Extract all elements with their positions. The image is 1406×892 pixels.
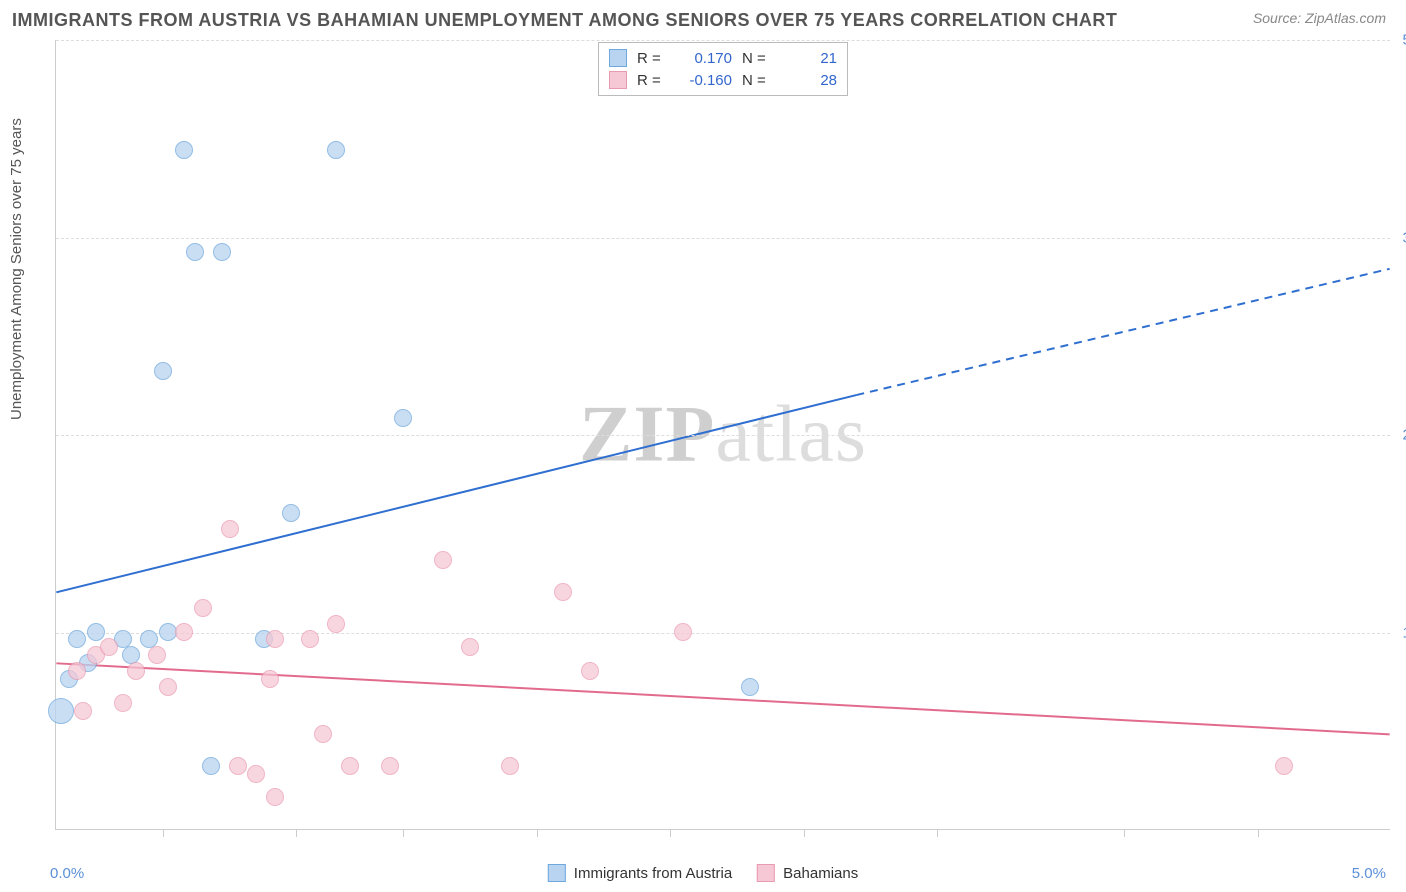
scatter-point	[175, 623, 193, 641]
stat-r-label: R =	[637, 50, 667, 67]
stat-n-label: N =	[742, 50, 772, 67]
scatter-point	[266, 788, 284, 806]
scatter-point	[434, 551, 452, 569]
scatter-point	[100, 638, 118, 656]
scatter-point	[74, 702, 92, 720]
source-label: Source: ZipAtlas.com	[1253, 10, 1386, 26]
legend-label: Bahamians	[783, 865, 858, 882]
stat-n-value: 28	[782, 72, 837, 89]
scatter-point	[341, 757, 359, 775]
trend-line	[56, 395, 856, 592]
x-tick	[1124, 829, 1125, 837]
scatter-point	[282, 504, 300, 522]
scatter-point	[68, 630, 86, 648]
series-legend-item: Bahamians	[757, 864, 858, 882]
scatter-point	[154, 362, 172, 380]
y-tick-label: 12.5%	[1395, 624, 1406, 641]
y-tick-label: 25.0%	[1395, 427, 1406, 444]
y-axis-title: Unemployment Among Seniors over 75 years	[8, 118, 25, 420]
scatter-point	[261, 670, 279, 688]
scatter-point	[229, 757, 247, 775]
scatter-point	[1275, 757, 1293, 775]
stat-r-value: -0.160	[677, 72, 732, 89]
stat-r-label: R =	[637, 72, 667, 89]
scatter-point	[394, 409, 412, 427]
scatter-point	[114, 694, 132, 712]
watermark-rest: atlas	[715, 390, 867, 478]
watermark-bold: ZIP	[579, 390, 715, 478]
scatter-point	[381, 757, 399, 775]
scatter-point	[202, 757, 220, 775]
stats-legend-row: R = -0.160 N = 28	[609, 69, 837, 91]
scatter-point	[247, 765, 265, 783]
x-tick	[804, 829, 805, 837]
x-axis-max-label: 5.0%	[1352, 865, 1386, 882]
x-axis-min-label: 0.0%	[50, 865, 84, 882]
scatter-point	[314, 725, 332, 743]
scatter-point	[301, 630, 319, 648]
scatter-point	[213, 243, 231, 261]
scatter-point	[48, 698, 74, 724]
y-tick-label: 37.5%	[1395, 229, 1406, 246]
scatter-point	[327, 615, 345, 633]
scatter-point	[186, 243, 204, 261]
grid-line	[56, 238, 1390, 239]
scatter-point	[127, 662, 145, 680]
legend-swatch	[757, 864, 775, 882]
scatter-point	[159, 678, 177, 696]
legend-swatch	[609, 71, 627, 89]
series-legend-item: Immigrants from Austria	[548, 864, 732, 882]
stat-n-value: 21	[782, 50, 837, 67]
legend-swatch	[609, 49, 627, 67]
x-tick	[937, 829, 938, 837]
stats-legend-row: R = 0.170 N = 21	[609, 47, 837, 69]
scatter-point	[501, 757, 519, 775]
scatter-point	[68, 662, 86, 680]
x-tick	[537, 829, 538, 837]
scatter-point	[461, 638, 479, 656]
stat-r-value: 0.170	[677, 50, 732, 67]
grid-line	[56, 435, 1390, 436]
scatter-point	[327, 141, 345, 159]
trend-line-dashed	[856, 269, 1389, 395]
scatter-point	[266, 630, 284, 648]
y-tick-label: 50.0%	[1395, 32, 1406, 49]
series-legend: Immigrants from Austria Bahamians	[548, 864, 858, 882]
scatter-point	[194, 599, 212, 617]
legend-swatch	[548, 864, 566, 882]
trend-line	[56, 663, 1389, 734]
scatter-point	[175, 141, 193, 159]
legend-label: Immigrants from Austria	[574, 865, 732, 882]
scatter-point	[148, 646, 166, 664]
stats-legend: R = 0.170 N = 21 R = -0.160 N = 28	[598, 42, 848, 96]
x-tick	[403, 829, 404, 837]
scatter-point	[87, 623, 105, 641]
chart-title: IMMIGRANTS FROM AUSTRIA VS BAHAMIAN UNEM…	[12, 10, 1117, 31]
stat-n-label: N =	[742, 72, 772, 89]
plot-area: ZIPatlas R =0.170N =21R =-0.160N =28 12.…	[55, 40, 1390, 830]
scatter-point	[674, 623, 692, 641]
grid-line	[56, 40, 1390, 41]
scatter-point	[554, 583, 572, 601]
scatter-point	[581, 662, 599, 680]
x-tick	[163, 829, 164, 837]
scatter-point	[741, 678, 759, 696]
scatter-point	[221, 520, 239, 538]
x-tick	[670, 829, 671, 837]
x-tick	[1258, 829, 1259, 837]
x-tick	[296, 829, 297, 837]
